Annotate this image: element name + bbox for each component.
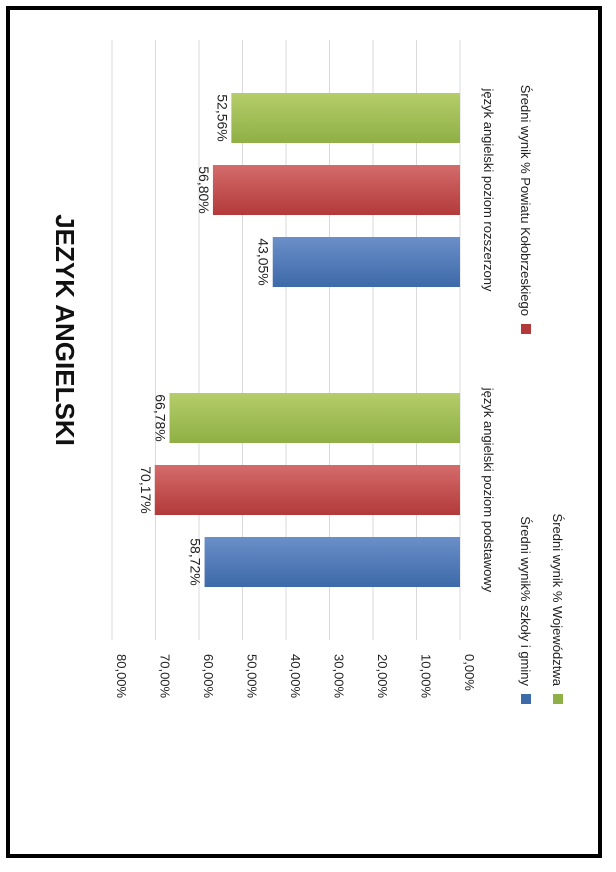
legend-label: Średni wynik % Powiatu Kołobrzeskiego [518, 85, 533, 316]
chart-svg: 0,00% 10,00% 20,00% 30,00% 40,00% 50,00% 60,00… [50, 40, 565, 704]
category-label: język angielski poziom rozszerzony [481, 87, 496, 292]
tick-label: 80,00% [114, 654, 129, 699]
bar [169, 393, 460, 443]
legend-swatch [521, 324, 531, 334]
legend-swatch [521, 694, 531, 704]
tick-label: 0,00% [462, 654, 477, 691]
tick-label: 60,00% [201, 654, 216, 699]
legend-label: Średni wynik % Województwa [550, 514, 565, 687]
bar [212, 165, 460, 215]
tick-label: 20,00% [375, 654, 390, 699]
plot-area: 0,00% 10,00% 20,00% 30,00% 40,00% 50,00% 60,00… [50, 40, 565, 704]
bar [204, 537, 460, 587]
bar [154, 465, 460, 515]
data-label: 43,05% [256, 238, 272, 285]
data-label: 56,80% [196, 166, 212, 213]
data-label: 58,72% [188, 538, 204, 585]
data-label: 66,78% [153, 394, 169, 441]
data-label: 70,17% [138, 466, 154, 513]
bar [231, 93, 460, 143]
tick-label: 40,00% [288, 654, 303, 699]
tick-label: 30,00% [332, 654, 347, 699]
tick-label: 50,00% [245, 654, 260, 699]
legend-label: Średni wynik% szkoły i gminy [518, 516, 533, 686]
legend-swatch [553, 694, 563, 704]
category-label: język angielski poziom podstawowy [481, 387, 496, 593]
bar [272, 237, 460, 287]
chart-title: JEZYK ANGIELSKI [50, 214, 80, 446]
tick-label: 10,00% [419, 654, 434, 699]
data-label: 52,56% [214, 94, 230, 141]
chart-frame: 0,00% 10,00% 20,00% 30,00% 40,00% 50,00% 60,00… [6, 6, 602, 858]
tick-label: 70,00% [158, 654, 173, 699]
